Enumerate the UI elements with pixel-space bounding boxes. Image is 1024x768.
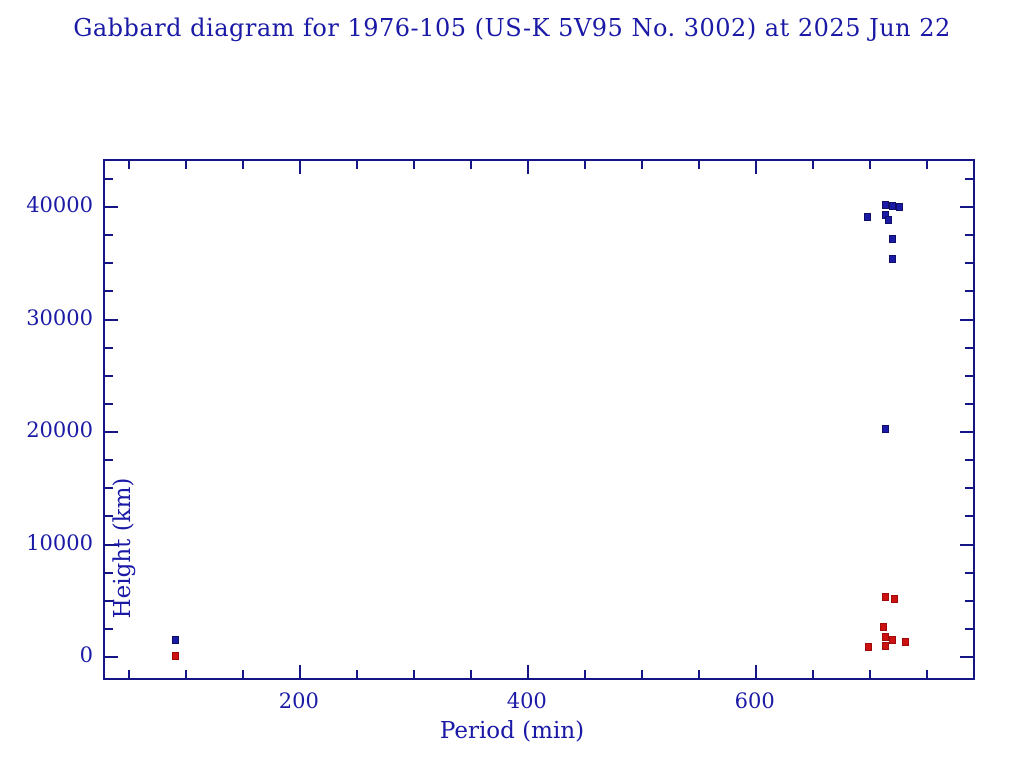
data-point-apogee xyxy=(889,255,897,264)
plot-area xyxy=(105,161,973,678)
axis-tick xyxy=(105,543,118,546)
axis-tick xyxy=(526,161,529,174)
axis-tick xyxy=(105,571,113,574)
axis-tick xyxy=(640,161,643,169)
axis-tick xyxy=(412,670,415,678)
data-point-apogee xyxy=(882,200,890,209)
axis-tick xyxy=(105,627,113,630)
axis-tick xyxy=(965,627,973,630)
data-point-perigee xyxy=(889,636,897,645)
chart-title: Gabbard diagram for 1976-105 (US-K 5V95 … xyxy=(73,14,951,42)
data-point-apogee xyxy=(889,235,897,244)
axis-tick xyxy=(105,206,118,208)
axis-tick xyxy=(184,670,187,678)
data-point-perigee xyxy=(882,632,890,641)
axis-tick xyxy=(127,670,130,678)
y-tick-label: 10000 xyxy=(26,530,93,555)
axis-tick xyxy=(868,161,871,169)
axis-tick xyxy=(105,346,113,349)
y-tick-label: 0 xyxy=(79,643,93,668)
data-point-perigee xyxy=(891,594,899,603)
axis-tick xyxy=(355,161,358,169)
axis-tick xyxy=(754,665,757,678)
axis-tick xyxy=(412,161,415,169)
axis-tick xyxy=(697,161,700,169)
data-point-perigee xyxy=(882,592,890,601)
plot-frame: 0 10000 20000 30000 40000 200 400 600 Height (… xyxy=(26,159,975,713)
y-tick-label: 20000 xyxy=(26,418,93,443)
axis-tick xyxy=(298,665,301,678)
axis-tick xyxy=(960,431,973,434)
y-axis-title: Height (km) xyxy=(110,477,136,619)
axis-tick xyxy=(960,656,973,659)
axis-tick xyxy=(127,161,130,169)
axis-tick xyxy=(241,670,244,678)
axis-tick xyxy=(965,571,973,574)
axis-tick xyxy=(965,177,973,180)
axis-tick xyxy=(583,161,586,169)
axis-tick xyxy=(965,599,973,602)
axis-tick xyxy=(526,665,529,678)
axis-tick xyxy=(105,234,113,237)
axis-tick xyxy=(965,487,973,490)
axis-tick xyxy=(105,177,113,180)
axis-tick xyxy=(965,262,973,265)
data-point-apogee xyxy=(882,425,890,434)
data-point-apogee xyxy=(884,216,892,225)
axis-tick xyxy=(965,234,973,237)
axis-tick xyxy=(583,670,586,678)
axis-tick xyxy=(868,670,871,678)
axis-tick xyxy=(105,290,113,293)
axis-tick xyxy=(960,206,973,208)
data-point-apogee xyxy=(895,203,903,212)
axis-tick xyxy=(469,670,472,678)
axis-tick xyxy=(355,670,358,678)
axis-tick xyxy=(105,599,113,602)
x-tick-label: 400 xyxy=(506,689,547,713)
y-tick-label: 30000 xyxy=(26,305,93,330)
axis-tick xyxy=(965,515,973,518)
axis-tick xyxy=(965,459,973,462)
axis-tick xyxy=(241,161,244,169)
axis-tick xyxy=(811,670,814,678)
x-tick-label: 200 xyxy=(278,689,319,713)
axis-tick xyxy=(105,262,113,265)
axis-tick xyxy=(105,656,118,659)
axis-tick xyxy=(960,318,973,321)
data-point-perigee xyxy=(865,643,873,652)
axis-tick xyxy=(965,290,973,293)
axis-tick xyxy=(184,161,187,169)
axis-tick xyxy=(105,487,113,490)
data-point-perigee xyxy=(901,638,909,647)
x-tick-label: 600 xyxy=(734,689,775,713)
axis-tick xyxy=(105,515,113,518)
data-point-apogee xyxy=(864,213,872,222)
axis-tick xyxy=(105,402,113,405)
axis-tick xyxy=(811,161,814,169)
axis-tick xyxy=(925,670,928,678)
data-point-perigee xyxy=(172,652,180,661)
axis-tick xyxy=(105,374,113,377)
axis-tick xyxy=(754,161,757,174)
data-point-perigee xyxy=(880,622,888,631)
axis-tick xyxy=(965,374,973,377)
axis-tick xyxy=(965,346,973,349)
axis-tick xyxy=(960,543,973,546)
y-tick-label: 40000 xyxy=(26,193,93,217)
axis-tick xyxy=(640,670,643,678)
axis-tick xyxy=(105,318,118,321)
x-axis-title: Period (min) xyxy=(439,718,585,744)
axis-tick xyxy=(925,161,928,169)
axis-tick xyxy=(105,459,113,462)
axis-tick xyxy=(298,161,301,174)
axis-tick xyxy=(469,161,472,169)
axis-tick xyxy=(697,670,700,678)
data-point-apogee xyxy=(889,202,897,210)
data-point-apogee xyxy=(172,636,180,645)
data-point-perigee xyxy=(882,642,890,651)
axis-tick xyxy=(965,402,973,405)
axis-tick xyxy=(105,431,118,434)
